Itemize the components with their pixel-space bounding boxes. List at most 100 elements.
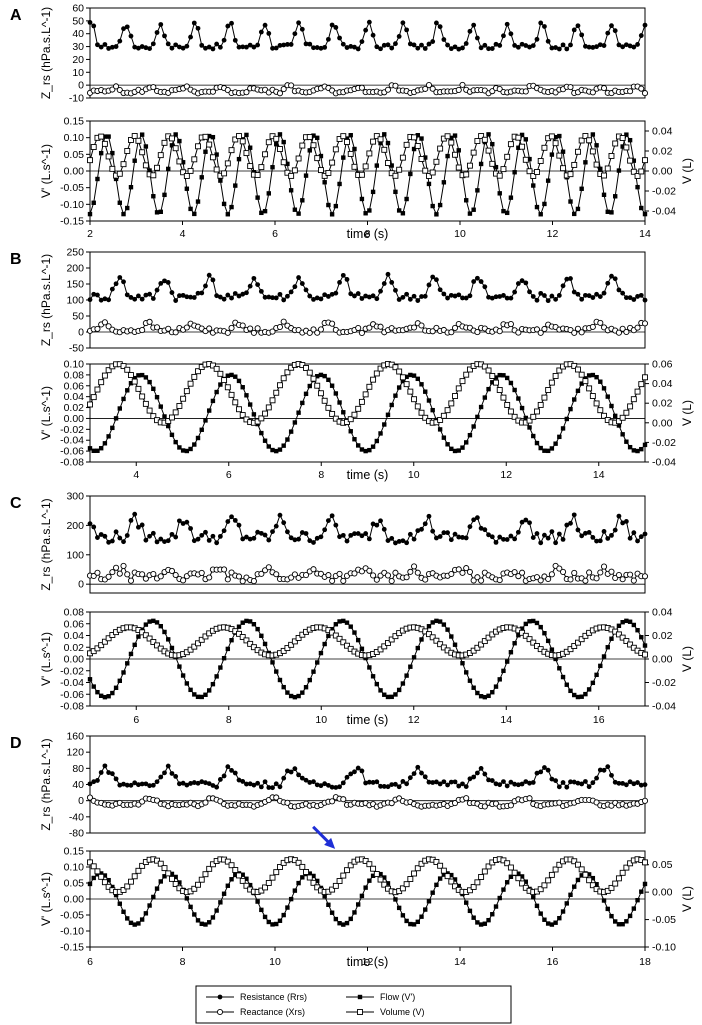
panel-d-flow-point bbox=[545, 921, 551, 926]
panel-c-flow-point bbox=[199, 694, 204, 700]
panel-c-volume-point bbox=[623, 638, 630, 644]
panel-b-volume-point bbox=[414, 403, 421, 410]
panel-d-flow-point bbox=[177, 880, 182, 885]
panel-c-resistance-point bbox=[225, 519, 231, 524]
panel-d-volume-point bbox=[87, 859, 93, 866]
panel-c-reactance-point bbox=[180, 577, 187, 584]
panel-d-resistance-point bbox=[583, 779, 588, 784]
panel-c-resistance-point bbox=[575, 527, 581, 533]
panel-c-resistance-point bbox=[244, 534, 249, 540]
panel-d-volume-point bbox=[165, 870, 172, 877]
panel-b-flow-point bbox=[277, 447, 283, 452]
panel-b-flow-point bbox=[87, 446, 93, 451]
panel-b-flow-point bbox=[441, 435, 447, 440]
panel-d-resistance-point bbox=[136, 782, 141, 788]
panel-d-resistance-point bbox=[333, 785, 339, 790]
panel-a-flow-point bbox=[620, 144, 625, 149]
panel-c-volume-point bbox=[478, 641, 485, 648]
panel-d-volume-point bbox=[157, 860, 164, 867]
panel-a-flow-point bbox=[508, 195, 514, 200]
panel-c-flow-point bbox=[236, 624, 242, 629]
panel-c-volume-point bbox=[332, 632, 339, 639]
panel-d-resistance-point bbox=[184, 782, 190, 788]
panel-b-volume-ytick-label: 0.02 bbox=[652, 398, 673, 410]
panel-b-volume-point bbox=[105, 367, 112, 374]
panel-c-resistance-point bbox=[262, 532, 268, 538]
panel-a-volume-point bbox=[314, 155, 321, 162]
panel-c-flow-point bbox=[460, 661, 465, 666]
panel-b-flow-point bbox=[393, 393, 398, 398]
panel-a-resistance-point bbox=[437, 24, 443, 30]
panel-a-resistance-point bbox=[434, 20, 439, 26]
panel-a-volume-point bbox=[589, 148, 596, 155]
panel-d-resistance-point bbox=[307, 780, 313, 785]
panel-c-resistance-point bbox=[273, 523, 279, 529]
panel-a-volume-point bbox=[98, 133, 105, 140]
panel-a-volume-point bbox=[358, 171, 365, 178]
panel-c-flow-ytick-label: 0.04 bbox=[64, 630, 85, 642]
panel-a-resistance-point bbox=[422, 46, 428, 51]
panel-d-volume-point bbox=[269, 874, 276, 881]
panel-d-resistance-point bbox=[132, 780, 138, 786]
panel-b-reactance-point bbox=[105, 323, 112, 330]
panel-d-reactance-point bbox=[463, 795, 470, 802]
panel-b-resistance-point bbox=[199, 290, 205, 296]
panel-b-volume-point bbox=[392, 364, 399, 371]
panel-b-resistance-point bbox=[631, 297, 637, 302]
panel-a-flow-point bbox=[344, 136, 350, 141]
panel-a-flow-point bbox=[277, 132, 283, 137]
panel-c-flow-point bbox=[389, 694, 394, 700]
panel-d-resistance-point bbox=[121, 781, 126, 787]
panel-d-volume-point bbox=[209, 861, 216, 868]
panel-a-resistance-point bbox=[176, 44, 182, 50]
panel-d-resistance-point bbox=[605, 764, 611, 770]
panel-c-flow-point bbox=[318, 650, 324, 656]
panel-d-volume-point bbox=[511, 869, 518, 876]
panel-d-resistance-point bbox=[597, 767, 603, 773]
panel-b-flow-point bbox=[307, 383, 312, 389]
panel-d-flow-point bbox=[214, 908, 219, 913]
panel-c-flow-point bbox=[367, 665, 372, 670]
panel-b-flow-point bbox=[270, 447, 275, 453]
panel-d-flow-point bbox=[430, 890, 435, 895]
panel-d-resistance-point bbox=[236, 777, 242, 783]
panel-b-resistance-point bbox=[564, 276, 570, 282]
panel-d-flow-point bbox=[363, 885, 368, 890]
panel-c-flow-point bbox=[437, 619, 443, 624]
panel-b-volume-point bbox=[310, 375, 317, 382]
panel-d-flow-point bbox=[218, 900, 223, 905]
panel-d-resistance-point bbox=[139, 781, 145, 787]
panel-a-flow-point bbox=[497, 191, 502, 196]
panel-a-flow-point bbox=[184, 186, 190, 191]
panel-c-reactance-point bbox=[198, 569, 205, 576]
panel-b-resistance-point bbox=[266, 294, 272, 300]
panel-d-flow-point bbox=[519, 874, 525, 879]
panel-b-flow-point bbox=[564, 416, 569, 422]
panel-c-resistance-point bbox=[474, 515, 480, 521]
panel-d-volume-point bbox=[571, 858, 578, 865]
panel-a-flow-ytick-label: 0.00 bbox=[64, 166, 85, 178]
panel-b-flow-point bbox=[288, 429, 294, 434]
panel-a-volume-point bbox=[537, 158, 544, 164]
panel-c-resistance-point bbox=[378, 518, 383, 524]
panel-a-flow-point bbox=[538, 212, 543, 217]
panel-b-resistance-point bbox=[195, 290, 201, 296]
panel-c-resistance-point bbox=[87, 521, 93, 527]
panel-a-resistance-point bbox=[385, 42, 391, 48]
panel-d-flow-point bbox=[203, 922, 208, 927]
panel-a-volume-ylabel: V (L) bbox=[680, 158, 694, 184]
panel-d-volume-point bbox=[303, 869, 309, 875]
panel-d-flow-point bbox=[322, 893, 327, 899]
panel-c-flow-point bbox=[307, 677, 312, 683]
panel-b-volume-point bbox=[615, 418, 622, 425]
panel-b-resistance-point bbox=[143, 292, 149, 298]
panel-c-reactance-point bbox=[336, 570, 343, 577]
panel-a-flow-point bbox=[624, 132, 629, 137]
panel-b-volume-point bbox=[597, 407, 604, 414]
panel-c-resistance-point bbox=[545, 535, 551, 541]
panel-d-resistance-point bbox=[98, 770, 104, 775]
panel-d-resistance-point bbox=[262, 779, 268, 785]
panel-d-resistance-point bbox=[448, 779, 454, 785]
panel-d-resistance-point bbox=[247, 781, 253, 787]
panel-a-volume-point bbox=[202, 133, 209, 140]
